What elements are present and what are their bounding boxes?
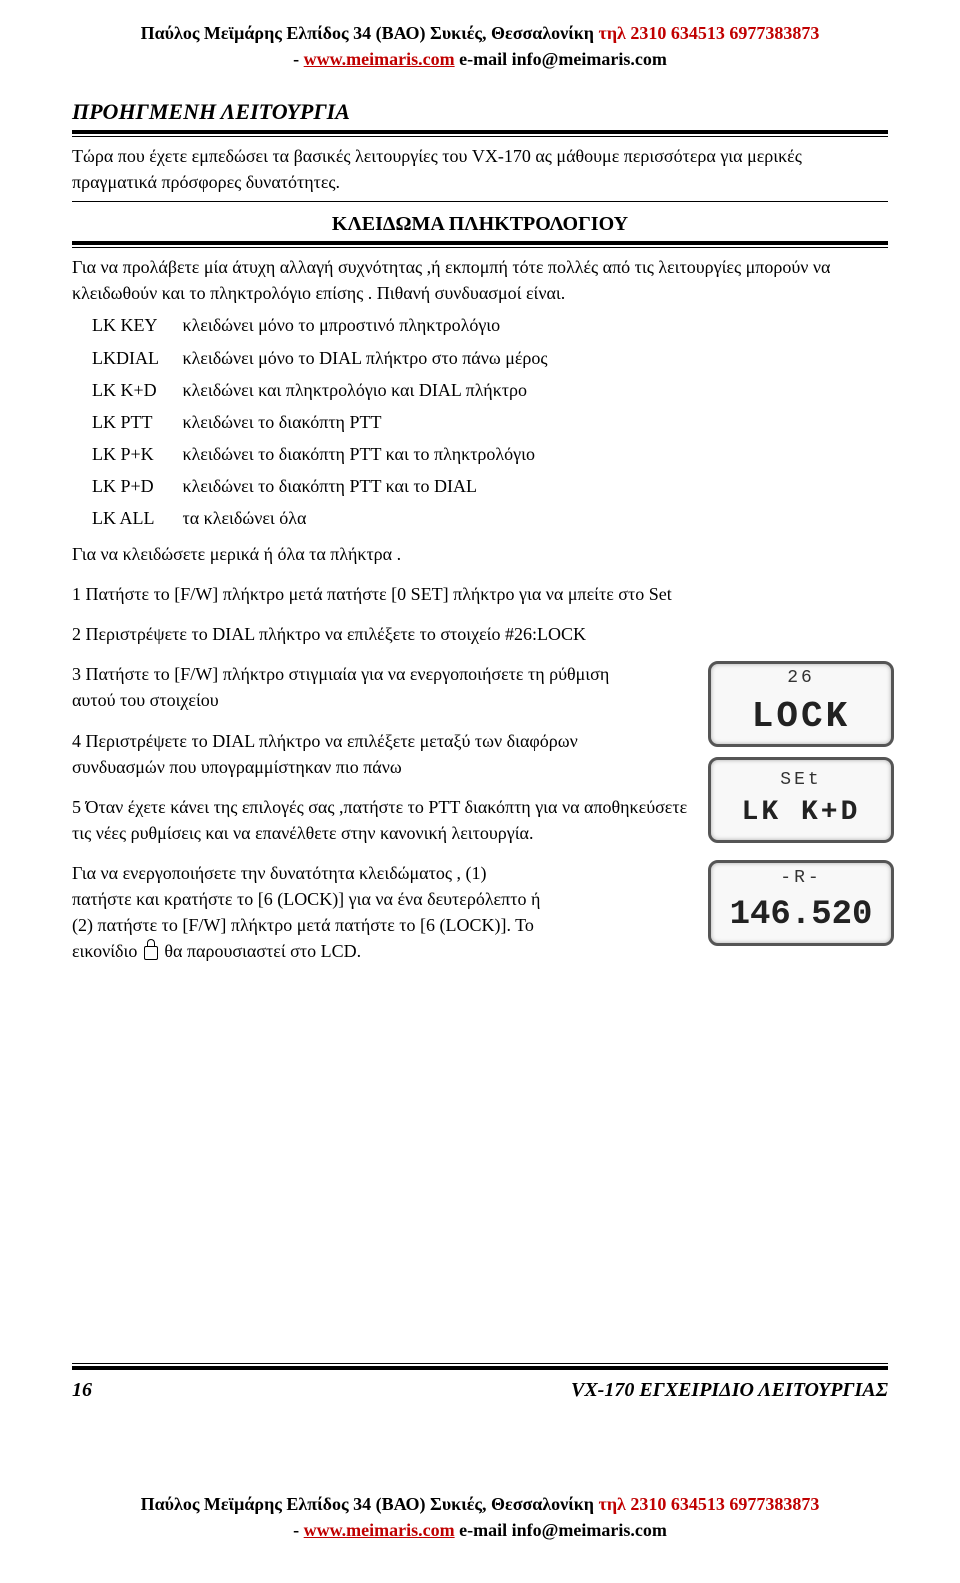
sub-section-title: ΚΛΕΙΔΩΜΑ ΠΛΗΚΤΡΟΛΟΓΙΟΥ: [72, 210, 888, 239]
definitions-list: LK KEY κλειδώνει μόνο το μπροστινό πληκτ…: [72, 312, 888, 531]
definition-row: LK ALL τα κλειδώνει όλα: [92, 505, 888, 531]
definition-row: LK K+D κλειδώνει και πληκτρολόγιο και DI…: [92, 377, 888, 403]
definition-value: κλειδώνει το διακόπτη PTT και το DIAL: [178, 476, 477, 496]
definition-key: LK P+K: [92, 441, 178, 467]
footer-repeat-header: Παύλος Μεϊμάρης Ελπίδος 34 (ΒΑΟ) Συκιές,…: [72, 1491, 888, 1543]
lcd-large-text: LK K+D: [742, 793, 861, 834]
definition-key: LK PTT: [92, 409, 178, 435]
definition-value: κλειδώνει μόνο το μπροστινό πληκτρολόγιο: [178, 315, 500, 335]
definition-value: κλειδώνει το διακόπτη PTT: [178, 412, 381, 432]
header-name: Παύλος Μεϊμάρης Ελπίδος 34 (ΒΑΟ) Συκιές,…: [141, 23, 599, 43]
footer-url[interactable]: www.meimaris.com: [304, 1520, 455, 1540]
section-title: ΠΡΟΗΓΜΕΝΗ ΛΕΙΤΟΥΡΓΙΑ: [72, 96, 888, 128]
rule-thin: [72, 247, 888, 248]
header-dash: -: [293, 49, 304, 69]
definition-key: LK P+D: [92, 473, 178, 499]
lock-icon: [144, 946, 158, 960]
definition-value: τα κλειδώνει όλα: [178, 508, 306, 528]
intro-paragraph: Τώρα που έχετε εμπεδώσει τα βασικές λειτ…: [72, 143, 888, 195]
lcd-group: 26 LOCK SEt LK K+D: [708, 661, 894, 843]
step-2: 2 Περιστρέψετε το DIAL πλήκτρο να επιλέξ…: [72, 621, 888, 647]
lcd-large-text: LOCK: [752, 691, 850, 743]
definition-value: κλειδώνει και πληκτρολόγιο και DIAL πλήκ…: [178, 380, 527, 400]
header-url[interactable]: www.meimaris.com: [304, 49, 455, 69]
definition-row: LK PTT κλειδώνει το διακόπτη PTT: [92, 409, 888, 435]
page-footer: 16 VX-170 ΕΓΧΕΙΡΙΔΙΟ ΛΕΙΤΟΥΡΓΙΑΣ Παύλος …: [72, 1361, 888, 1543]
definition-key: LK ALL: [92, 505, 178, 531]
footer-email: e-mail info@meimaris.com: [455, 1520, 667, 1540]
lcd-small-text: 26: [787, 665, 815, 691]
paragraph: Για να προλάβετε μία άτυχη αλλαγή συχνότ…: [72, 254, 888, 306]
step-5: 5 Όταν έχετε κάνει της επιλογές σας ,πατ…: [72, 794, 708, 846]
rule-thin: [72, 201, 888, 202]
rule-thick: [72, 241, 888, 245]
step-1: 1 Πατήστε το [F/W] πλήκτρο μετά πατήστε …: [72, 581, 888, 607]
definition-key: LK KEY: [92, 312, 178, 338]
lcd-small-text: SEt: [780, 767, 821, 793]
step-3: 3 Πατήστε το [F/W] πλήκτρο στιγμιαία για…: [72, 661, 643, 713]
lcd-display-freq: -R- 146.520: [708, 860, 894, 946]
definition-row: LKDIAL κλειδώνει μόνο το DIAL πλήκτρο στ…: [92, 345, 888, 371]
definition-row: LK KEY κλειδώνει μόνο το μπροστινό πληκτ…: [92, 312, 888, 338]
page-number: 16: [72, 1376, 92, 1405]
definition-key: LKDIAL: [92, 345, 178, 371]
footer-dash: -: [293, 1520, 304, 1540]
page-header: Παύλος Μεϊμάρης Ελπίδος 34 (ΒΑΟ) Συκιές,…: [72, 20, 888, 72]
lcd-display-lock: 26 LOCK: [708, 661, 894, 747]
footer-phone: τηλ 2310 634513 6977383873: [599, 1494, 820, 1514]
footer-name: Παύλος Μεϊμάρης Ελπίδος 34 (ΒΑΟ) Συκιές,…: [141, 1494, 599, 1514]
definition-key: LK K+D: [92, 377, 178, 403]
header-email: e-mail info@meimaris.com: [455, 49, 667, 69]
activation-paragraph: Για να ενεργοποιήσετε την δυνατότητα κλε…: [72, 860, 545, 964]
rule-thick: [72, 130, 888, 134]
rule-thin: [72, 1363, 888, 1364]
activation-text-b: θα παρουσιαστεί στο LCD.: [160, 941, 361, 961]
lcd-small-text: -R-: [780, 865, 821, 891]
definition-value: κλειδώνει μόνο το DIAL πλήκτρο στο πάνω …: [178, 348, 548, 368]
lcd-display-set: SEt LK K+D: [708, 757, 894, 843]
footer-title: VX-170 ΕΓΧΕΙΡΙΔΙΟ ΛΕΙΤΟΥΡΓΙΑΣ: [571, 1376, 888, 1405]
definition-row: LK P+D κλειδώνει το διακόπτη PTT και το …: [92, 473, 888, 499]
definition-value: κλειδώνει το διακόπτη PTT και το πληκτρο…: [178, 444, 535, 464]
paragraph: Για να κλειδώσετε μερικά ή όλα τα πλήκτρ…: [72, 541, 888, 567]
rule-thin: [72, 136, 888, 137]
definition-row: LK P+K κλειδώνει το διακόπτη PTT και το …: [92, 441, 888, 467]
rule-thick: [72, 1366, 888, 1370]
step-4: 4 Περιστρέψετε το DIAL πλήκτρο να επιλέξ…: [72, 728, 643, 780]
header-phone: τηλ 2310 634513 6977383873: [599, 23, 820, 43]
lcd-large-text: 146.520: [730, 891, 873, 940]
